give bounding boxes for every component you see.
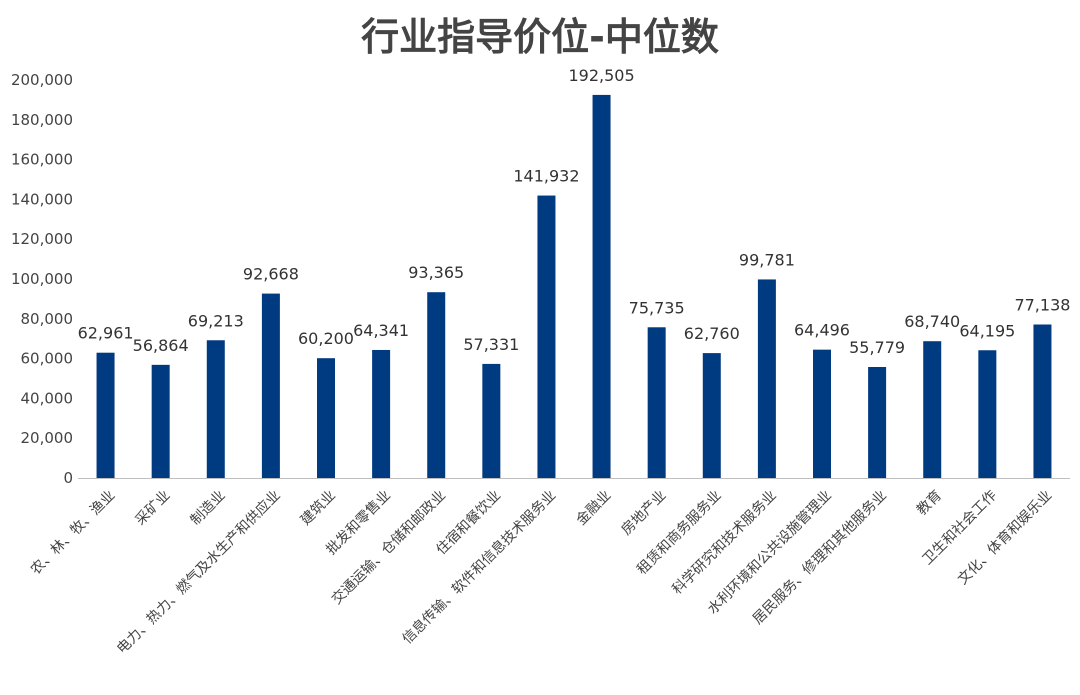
bar — [206, 340, 225, 478]
data-label: 92,668 — [243, 265, 299, 284]
bar — [923, 341, 942, 478]
data-label: 93,365 — [408, 263, 464, 282]
category-label: 金融业 — [573, 488, 614, 529]
data-label: 69,213 — [188, 311, 244, 330]
data-label: 60,200 — [298, 329, 354, 348]
bar — [372, 349, 391, 478]
y-tick-label: 120,000 — [11, 230, 73, 248]
bar — [592, 94, 611, 479]
bar — [702, 353, 721, 478]
category-label: 制造业 — [188, 488, 229, 529]
y-tick-label: 140,000 — [11, 190, 73, 208]
data-label: 64,496 — [794, 321, 850, 340]
bar — [482, 363, 501, 478]
bar — [647, 327, 666, 478]
bar — [757, 279, 776, 478]
data-label: 99,781 — [739, 250, 795, 269]
bar — [813, 349, 831, 478]
y-tick-label: 0 — [63, 469, 73, 487]
bar — [978, 350, 997, 478]
data-label: 77,138 — [1014, 295, 1070, 314]
data-label: 62,760 — [684, 324, 740, 343]
bar — [317, 358, 335, 478]
category-label: 科学研究和技术服务业 — [669, 488, 779, 598]
y-tick-label: 100,000 — [11, 270, 73, 288]
data-label: 141,932 — [513, 167, 579, 186]
y-tick-label: 80,000 — [21, 310, 74, 328]
bar — [151, 364, 170, 478]
data-label: 57,331 — [463, 335, 519, 354]
category-label: 交通运输、仓储和邮政业 — [328, 487, 449, 608]
category-label: 房地产业 — [619, 488, 670, 539]
data-label: 56,864 — [133, 336, 189, 355]
data-label: 62,961 — [78, 324, 134, 343]
category-label: 农、林、牧、渔业 — [28, 488, 119, 579]
data-label: 68,740 — [904, 312, 960, 331]
category-label: 教育 — [914, 488, 945, 519]
category-label: 建筑业 — [298, 488, 339, 529]
y-tick-label: 160,000 — [11, 151, 73, 169]
data-label: 75,735 — [629, 298, 685, 317]
y-tick-label: 40,000 — [21, 389, 74, 407]
bar — [537, 195, 556, 479]
y-tick-label: 20,000 — [21, 429, 74, 447]
y-axis: 0 20,000 40,000 60,000 80,000 100,000 120,000 1… — [11, 71, 73, 487]
category-label: 采矿业 — [132, 488, 173, 529]
bar — [1033, 324, 1052, 478]
bars-group — [96, 94, 1052, 479]
chart-title: 行业指导价位-中位数 — [361, 15, 719, 59]
data-label: 192,505 — [568, 66, 634, 85]
bar — [96, 352, 115, 478]
data-label: 55,779 — [849, 338, 905, 357]
data-label: 64,341 — [353, 321, 409, 340]
bar — [427, 292, 446, 478]
bar — [868, 366, 887, 478]
y-tick-label: 180,000 — [11, 111, 73, 129]
bar — [261, 293, 280, 478]
y-tick-label: 200,000 — [11, 71, 73, 89]
y-tick-label: 60,000 — [21, 350, 74, 368]
data-label: 64,195 — [959, 321, 1015, 340]
category-label: 文化、体育和娱乐业 — [955, 488, 1055, 588]
